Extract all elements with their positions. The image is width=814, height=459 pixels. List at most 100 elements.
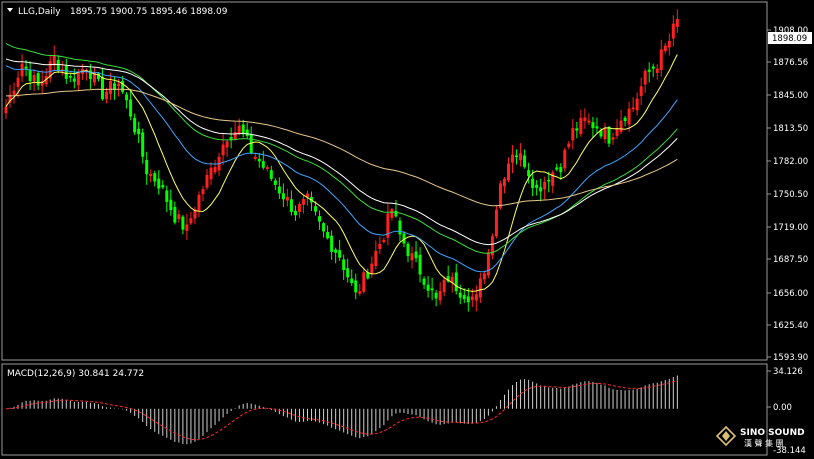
candle-body [559, 167, 563, 173]
candle-body [68, 75, 72, 78]
candle-body [322, 223, 326, 232]
candle-body [398, 220, 402, 235]
macd-tick-top: 34.126 [773, 367, 803, 377]
candle-body [88, 70, 92, 79]
candle-body [366, 272, 370, 279]
candle-body [261, 161, 265, 168]
candle-body [36, 73, 40, 86]
candle-body [482, 273, 486, 280]
candle-body [96, 73, 100, 80]
current-price-box [768, 32, 812, 44]
candle-body [289, 199, 293, 212]
candle-body [422, 278, 426, 285]
candle-body [450, 276, 454, 284]
candle-body [306, 193, 309, 198]
candle-body [113, 83, 117, 90]
macd-signal-polyline [5, 379, 678, 441]
candle-body [165, 190, 169, 202]
ohlc-label: 1895.75 1900.75 1895.46 1898.09 [70, 7, 228, 17]
candle-body [402, 233, 406, 244]
candle-body [72, 78, 76, 82]
candle-body [474, 294, 478, 301]
candle-body [535, 184, 539, 188]
candle-body [671, 23, 675, 39]
macd-histogram [9, 375, 678, 445]
candle-body [478, 278, 482, 298]
candle-body [619, 120, 623, 133]
candle-body [48, 61, 52, 79]
candle-body [595, 126, 599, 129]
candle-body [40, 81, 44, 86]
candle-body [611, 137, 615, 140]
price-tick-8: 1687.50 [773, 255, 808, 265]
candle-body [531, 178, 535, 188]
candle-body [334, 249, 338, 253]
candle-body [193, 209, 197, 219]
moving-averages [5, 43, 678, 292]
candle-body [567, 143, 571, 148]
candle-body [563, 149, 567, 169]
candle-body [338, 250, 342, 258]
candle-body [28, 69, 32, 82]
collapse-triangle-icon[interactable] [7, 8, 13, 12]
candle-body [4, 106, 8, 114]
candle-body [201, 189, 205, 195]
candle-body [639, 86, 643, 96]
candle-body [615, 128, 619, 136]
candle-body [438, 291, 442, 301]
candle-body [285, 197, 289, 201]
price-tick-1: 1908.00 [773, 26, 808, 36]
candle-body [651, 66, 655, 69]
candle-body [575, 128, 579, 131]
candle-body [314, 206, 318, 212]
candle-body [157, 178, 161, 189]
candle-body [675, 18, 679, 27]
candle-body [225, 141, 229, 148]
candle-body [297, 203, 301, 213]
candle-body [137, 128, 141, 135]
candle-body [378, 243, 382, 249]
candle-body [141, 132, 145, 157]
candle-body [12, 90, 16, 95]
candle-body [56, 60, 60, 71]
candle-body [177, 214, 181, 220]
sino-sound-logo: SINO SOUND 漢 聲 集 團 [715, 425, 805, 448]
ma-fast-line [5, 54, 678, 292]
candle-body [446, 276, 450, 282]
candle-body [293, 210, 297, 216]
candle-body [599, 130, 603, 137]
candle-body [502, 178, 506, 187]
candle-body [145, 159, 149, 175]
candle-body [426, 284, 430, 291]
candle-body [527, 170, 531, 176]
candle-body [462, 294, 466, 300]
candle-body [430, 288, 434, 291]
price-tick-2: 1876.56 [773, 58, 808, 68]
candle-body [511, 154, 515, 163]
candle-body [667, 40, 671, 48]
candle-body [229, 136, 233, 140]
candle-body [358, 291, 362, 294]
price-tick-4: 1813.50 [773, 124, 808, 134]
candle-body [362, 272, 366, 292]
candle-body [241, 124, 245, 134]
candle-body [627, 108, 631, 125]
candle-body [515, 155, 519, 158]
candle-body [64, 65, 68, 79]
candle-body [129, 99, 133, 117]
price-tick-7: 1719.00 [773, 223, 808, 233]
candle-body [414, 251, 418, 259]
logo-brand: SINO SOUND [740, 428, 805, 438]
logo-subtitle: 漢 聲 集 團 [744, 438, 784, 448]
candle-body [301, 198, 305, 205]
candle-body [523, 155, 527, 167]
candle-body [370, 263, 374, 275]
candle-body [418, 254, 422, 275]
candle-body [253, 156, 257, 159]
ma-white-line [5, 58, 678, 246]
candle-body [410, 253, 414, 261]
macd-panel-border [1, 363, 768, 456]
candle-body [197, 194, 201, 211]
